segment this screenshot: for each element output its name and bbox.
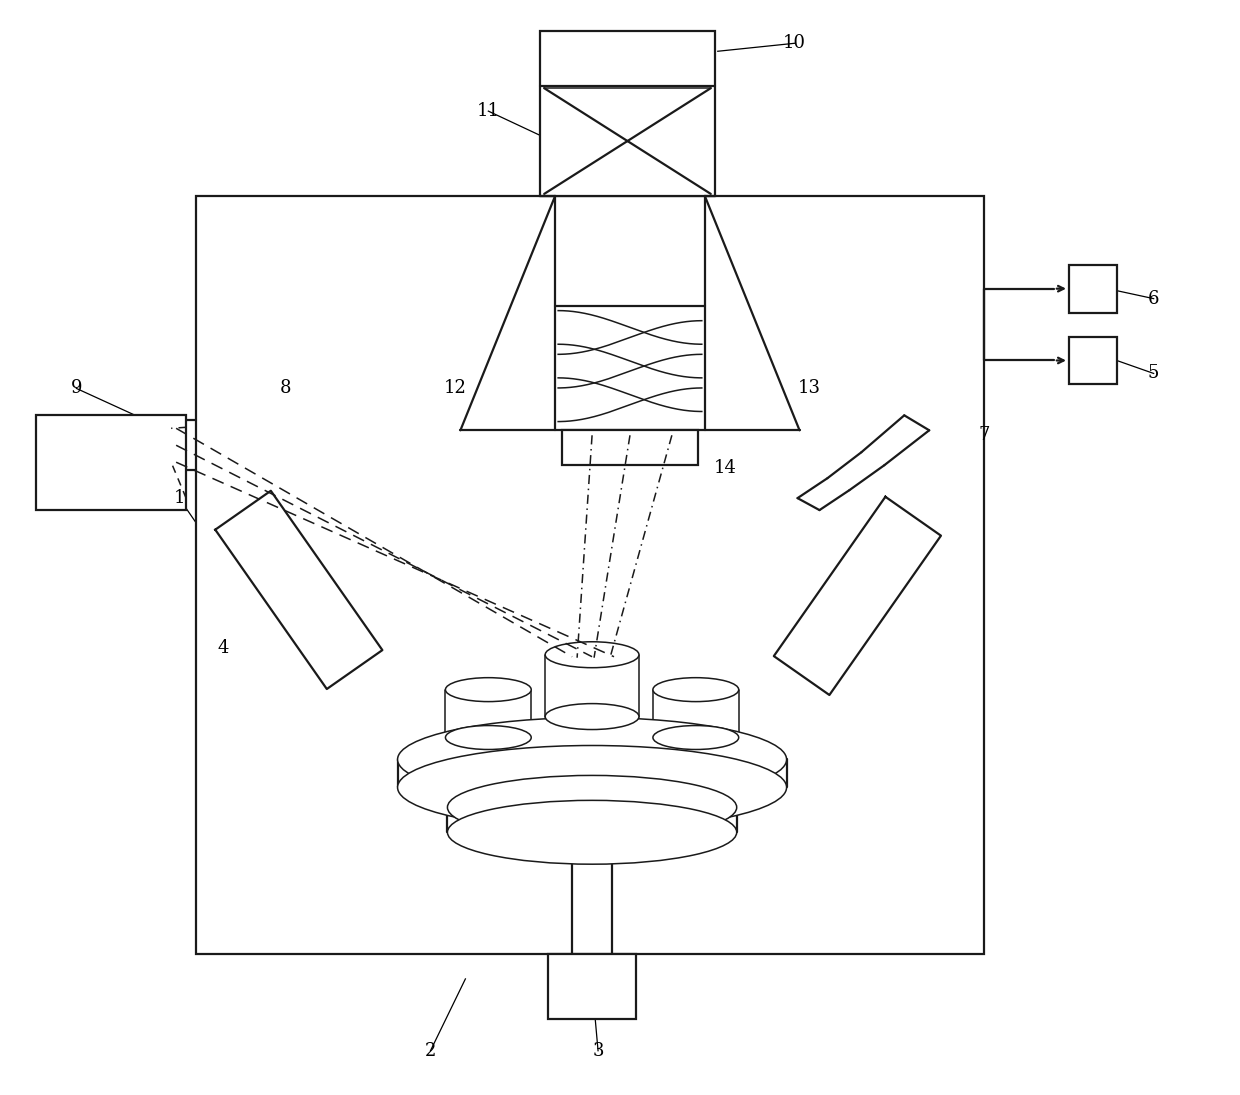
Bar	[562, 430, 698, 465]
Text: 3: 3	[593, 1041, 604, 1060]
Text: 13: 13	[799, 379, 821, 397]
Text: 4: 4	[217, 638, 228, 657]
Ellipse shape	[653, 726, 739, 749]
Bar	[1069, 336, 1117, 384]
Bar	[572, 857, 613, 954]
Ellipse shape	[445, 678, 531, 702]
Ellipse shape	[546, 642, 639, 668]
Text: 14: 14	[713, 459, 737, 477]
Text: 7: 7	[978, 426, 990, 445]
Text: 5: 5	[1148, 365, 1159, 382]
Ellipse shape	[398, 717, 786, 802]
Text: 6: 6	[1148, 290, 1159, 308]
Text: 12: 12	[444, 379, 466, 397]
Text: 8: 8	[280, 379, 291, 397]
Bar	[541, 32, 714, 196]
Ellipse shape	[448, 800, 737, 864]
Ellipse shape	[398, 746, 786, 829]
Text: 9: 9	[71, 379, 82, 397]
Ellipse shape	[546, 704, 639, 729]
Text: 2: 2	[425, 1041, 436, 1060]
Ellipse shape	[653, 678, 739, 702]
Text: 11: 11	[477, 102, 500, 120]
Ellipse shape	[445, 726, 531, 749]
Text: 10: 10	[782, 34, 806, 53]
Bar	[196, 196, 985, 954]
Ellipse shape	[448, 775, 737, 839]
Text: 1: 1	[174, 489, 185, 507]
Bar	[36, 415, 186, 510]
Bar	[1069, 265, 1117, 312]
Bar	[548, 954, 636, 1018]
